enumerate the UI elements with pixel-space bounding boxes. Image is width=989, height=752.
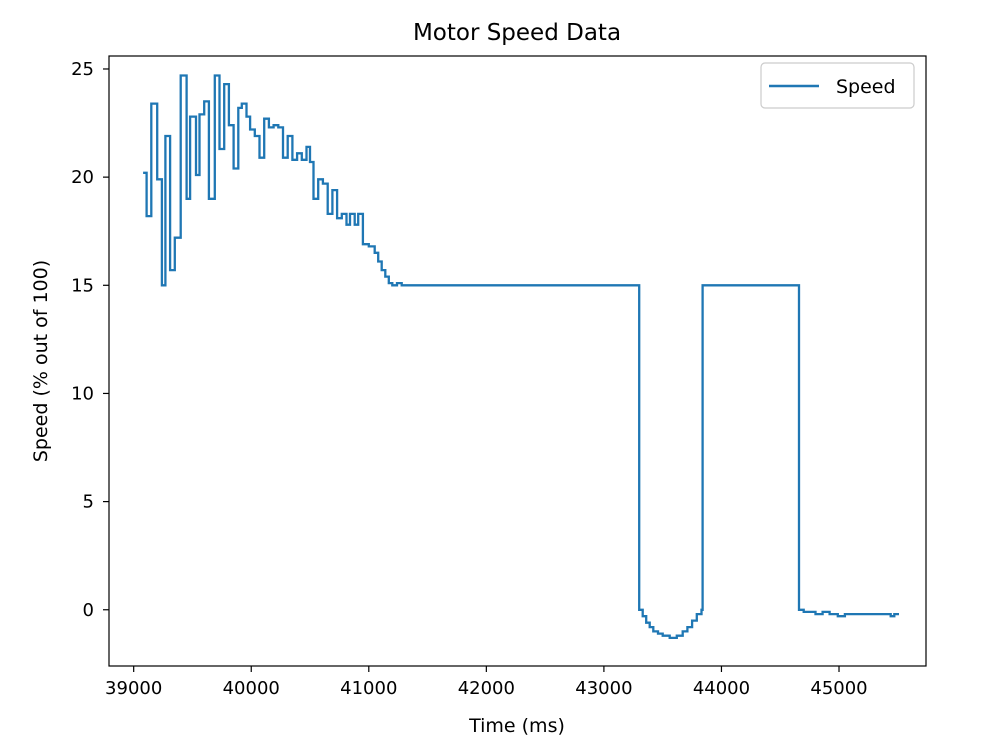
axes-frame xyxy=(108,55,927,667)
legend-box xyxy=(760,62,915,109)
y-tick-label: 5 xyxy=(83,492,94,513)
x-tick-label: 45000 xyxy=(810,678,867,699)
plot-area: 39000 40000 41000 42000 43000 44000 45000 0 5 10 1… xyxy=(71,55,927,699)
y-tick-label: 0 xyxy=(83,600,94,621)
y-tick-label: 15 xyxy=(71,275,94,296)
x-tick-label: 41000 xyxy=(340,678,397,699)
y-axis-label: Speed (% out of 100) xyxy=(30,260,52,462)
x-tick-label: 43000 xyxy=(575,678,632,699)
y-tick-label: 25 xyxy=(71,59,94,80)
x-tick-label: 44000 xyxy=(693,678,750,699)
chart-title: Motor Speed Data xyxy=(413,20,621,46)
x-tick-label: 42000 xyxy=(458,678,515,699)
legend-label: Speed xyxy=(836,76,896,98)
series-line-speed xyxy=(143,74,899,640)
legend: Speed xyxy=(760,62,915,109)
x-axis-label: Time (ms) xyxy=(468,715,565,737)
y-tick-label: 10 xyxy=(71,383,94,404)
x-tick-label: 40000 xyxy=(223,678,280,699)
y-tick-label: 20 xyxy=(71,167,94,188)
x-tick-label: 39000 xyxy=(105,678,162,699)
